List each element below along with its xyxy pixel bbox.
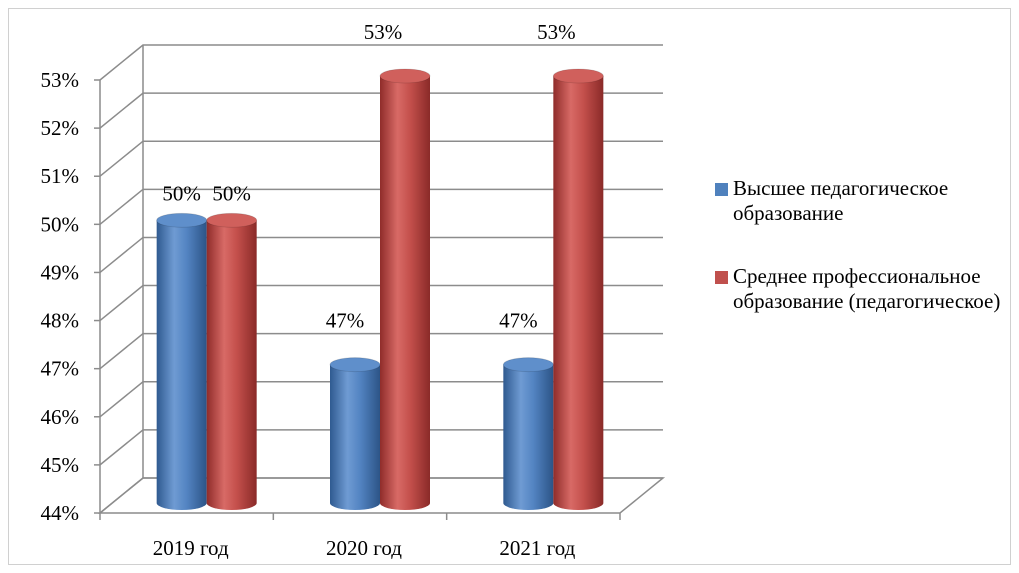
legend-label: Высшее педагогическое образование xyxy=(733,176,949,225)
y-tick-label: 44% xyxy=(41,501,80,525)
bar-body xyxy=(206,220,257,511)
data-label: 50% xyxy=(212,181,251,205)
legend-item-secondary-education: Среднее профессиональное образование (пе… xyxy=(715,264,1015,314)
bar-top xyxy=(552,68,604,84)
bar xyxy=(206,212,258,511)
y-tick-label: 51% xyxy=(41,164,80,188)
legend: Высшее педагогическое образование Средне… xyxy=(715,176,1015,352)
data-label: 50% xyxy=(162,181,201,205)
x-tick-label: 2021 год xyxy=(499,536,575,560)
legend-item-higher-education: Высшее педагогическое образование xyxy=(715,176,1015,226)
data-label: 47% xyxy=(499,309,538,333)
y-tick-label: 49% xyxy=(41,260,80,284)
y-tick-label: 50% xyxy=(41,212,80,236)
bar xyxy=(552,68,604,511)
y-tick-label: 53% xyxy=(41,68,80,92)
bar-top xyxy=(379,68,431,84)
y-tick-label: 46% xyxy=(41,405,80,429)
bar xyxy=(502,357,554,510)
bar xyxy=(156,212,208,510)
bar-body xyxy=(503,364,554,510)
y-tick-label: 47% xyxy=(41,357,80,381)
bar-top xyxy=(206,212,258,228)
y-tick-label: 52% xyxy=(41,116,80,140)
y-tick-label: 48% xyxy=(41,309,80,333)
y-tick-label: 45% xyxy=(41,453,80,477)
bar-body xyxy=(156,220,207,510)
bar xyxy=(329,357,381,510)
bar-top xyxy=(502,357,554,373)
data-label: 53% xyxy=(364,20,403,44)
data-label: 53% xyxy=(537,20,576,44)
axes xyxy=(94,45,621,520)
data-label: 47% xyxy=(326,309,365,333)
x-tick-label: 2019 год xyxy=(153,536,229,560)
legend-swatch-blue xyxy=(715,183,728,196)
x-axis-tick-labels: 2019 год 2020 год 2021 год xyxy=(153,536,576,560)
bar-body xyxy=(380,76,430,510)
bar xyxy=(379,68,431,510)
bar-top xyxy=(156,212,208,228)
bar-body xyxy=(330,364,380,510)
legend-swatch-red xyxy=(715,271,728,284)
bar-body xyxy=(553,76,604,511)
legend-label: Среднее профессиональное образование (пе… xyxy=(733,264,1001,313)
y-axis-tick-labels: 44% 45% 46% 47% 48% 49% 50% 51% 52% 53% xyxy=(41,68,80,525)
x-tick-label: 2020 год xyxy=(326,536,402,560)
bars xyxy=(156,68,604,511)
bar-top xyxy=(329,357,381,373)
data-labels: 50% 50% 47% 53% 47% 53% xyxy=(162,20,575,333)
